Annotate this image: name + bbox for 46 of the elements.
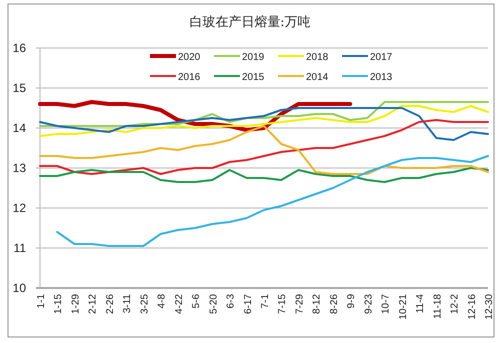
x-tick-label: 5-6 xyxy=(191,294,202,308)
legend-label: 2018 xyxy=(306,52,329,63)
legend-label: 2019 xyxy=(242,52,265,63)
x-tick-label: 9-9 xyxy=(346,294,358,308)
line-series xyxy=(39,167,489,183)
y-tick-label: 12 xyxy=(12,201,26,215)
x-tick-label: 8-26 xyxy=(328,294,340,314)
y-tick-label: 10 xyxy=(12,281,26,295)
y-tick-label: 11 xyxy=(14,241,26,255)
x-tick-label: 6-17 xyxy=(242,294,254,314)
x-tick-label: 7-29 xyxy=(294,294,306,314)
x-tick-label: 1-1 xyxy=(36,294,47,308)
y-tick-label: 15 xyxy=(12,81,26,95)
x-tick-label: 7-1 xyxy=(260,294,271,308)
x-tick-label: 5-20 xyxy=(208,294,220,314)
x-tick-label: 2-12 xyxy=(88,294,99,314)
x-tick-label: 9-23 xyxy=(363,294,374,314)
x-tick-label: 1-15 xyxy=(53,294,64,314)
y-tick-label: 14 xyxy=(12,121,26,135)
legend-label: 2015 xyxy=(242,72,265,83)
x-tick-label: 8-12 xyxy=(312,294,323,314)
x-tick-label: 2-26 xyxy=(104,294,116,314)
legend-label: 2013 xyxy=(370,72,393,83)
legend-label: 2020 xyxy=(178,52,201,63)
x-tick-label: 3-11 xyxy=(122,294,134,314)
x-tick-label: 10-21 xyxy=(398,294,409,320)
x-tick-label: 6-3 xyxy=(226,294,237,308)
line-series xyxy=(39,101,489,127)
x-tick-label: 4-8 xyxy=(156,294,168,308)
x-tick-label: 10-7 xyxy=(380,294,392,314)
x-tick-label: 4-22 xyxy=(174,294,185,314)
x-tick-label: 11-18 xyxy=(432,294,444,319)
y-tick-label: 16 xyxy=(12,41,26,55)
x-tick-label: 1-29 xyxy=(70,294,82,314)
x-tick-label: 12-2 xyxy=(450,294,461,314)
x-tick-label: 11-4 xyxy=(415,294,426,314)
y-tick-label: 13 xyxy=(12,161,26,175)
legend-label: 2017 xyxy=(370,52,393,63)
x-tick-label: 12-30 xyxy=(484,294,495,320)
legend-label: 2014 xyxy=(306,72,329,83)
x-tick-label: 12-16 xyxy=(466,294,478,320)
x-tick-label: 3-25 xyxy=(139,294,150,314)
x-tick-label: 7-15 xyxy=(277,294,288,314)
chart-title: 白玻在产日熔量:万吨 xyxy=(189,15,311,30)
legend-label: 2016 xyxy=(178,72,201,83)
line-series xyxy=(56,155,489,247)
